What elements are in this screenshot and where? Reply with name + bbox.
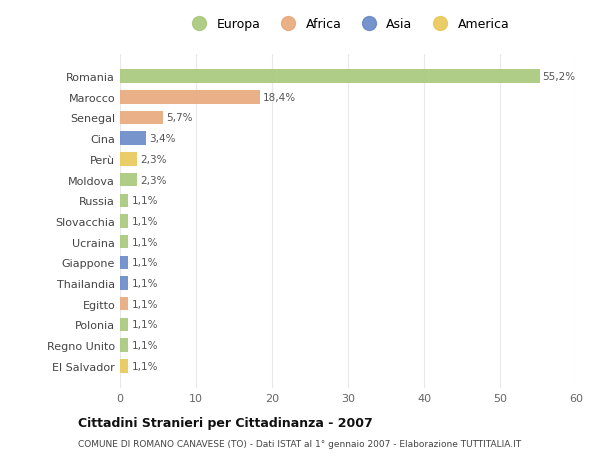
Bar <box>120 297 128 311</box>
Text: 2,3%: 2,3% <box>140 155 167 164</box>
Text: 1,1%: 1,1% <box>131 196 158 206</box>
Text: 1,1%: 1,1% <box>131 258 158 268</box>
Bar <box>120 153 137 166</box>
Bar <box>120 318 128 331</box>
Text: 18,4%: 18,4% <box>263 93 296 102</box>
Text: 1,1%: 1,1% <box>131 217 158 226</box>
Text: 1,1%: 1,1% <box>131 237 158 247</box>
Bar <box>120 174 137 187</box>
Text: 1,1%: 1,1% <box>131 320 158 330</box>
Text: Cittadini Stranieri per Cittadinanza - 2007: Cittadini Stranieri per Cittadinanza - 2… <box>78 416 373 429</box>
Legend: Europa, Africa, Asia, America: Europa, Africa, Asia, America <box>187 18 509 31</box>
Text: 1,1%: 1,1% <box>131 299 158 309</box>
Text: 1,1%: 1,1% <box>131 341 158 350</box>
Text: COMUNE DI ROMANO CANAVESE (TO) - Dati ISTAT al 1° gennaio 2007 - Elaborazione TU: COMUNE DI ROMANO CANAVESE (TO) - Dati IS… <box>78 439 521 448</box>
Text: 3,4%: 3,4% <box>149 134 175 144</box>
Bar <box>120 132 146 146</box>
Bar <box>120 70 539 84</box>
Bar <box>120 235 128 249</box>
Bar <box>120 256 128 269</box>
Text: 5,7%: 5,7% <box>166 113 193 123</box>
Text: 1,1%: 1,1% <box>131 361 158 371</box>
Bar <box>120 339 128 352</box>
Text: 55,2%: 55,2% <box>542 72 575 82</box>
Text: 2,3%: 2,3% <box>140 175 167 185</box>
Bar <box>120 215 128 228</box>
Text: 1,1%: 1,1% <box>131 279 158 288</box>
Bar <box>120 112 163 125</box>
Bar <box>120 277 128 290</box>
Bar <box>120 194 128 207</box>
Bar <box>120 91 260 104</box>
Bar <box>120 359 128 373</box>
